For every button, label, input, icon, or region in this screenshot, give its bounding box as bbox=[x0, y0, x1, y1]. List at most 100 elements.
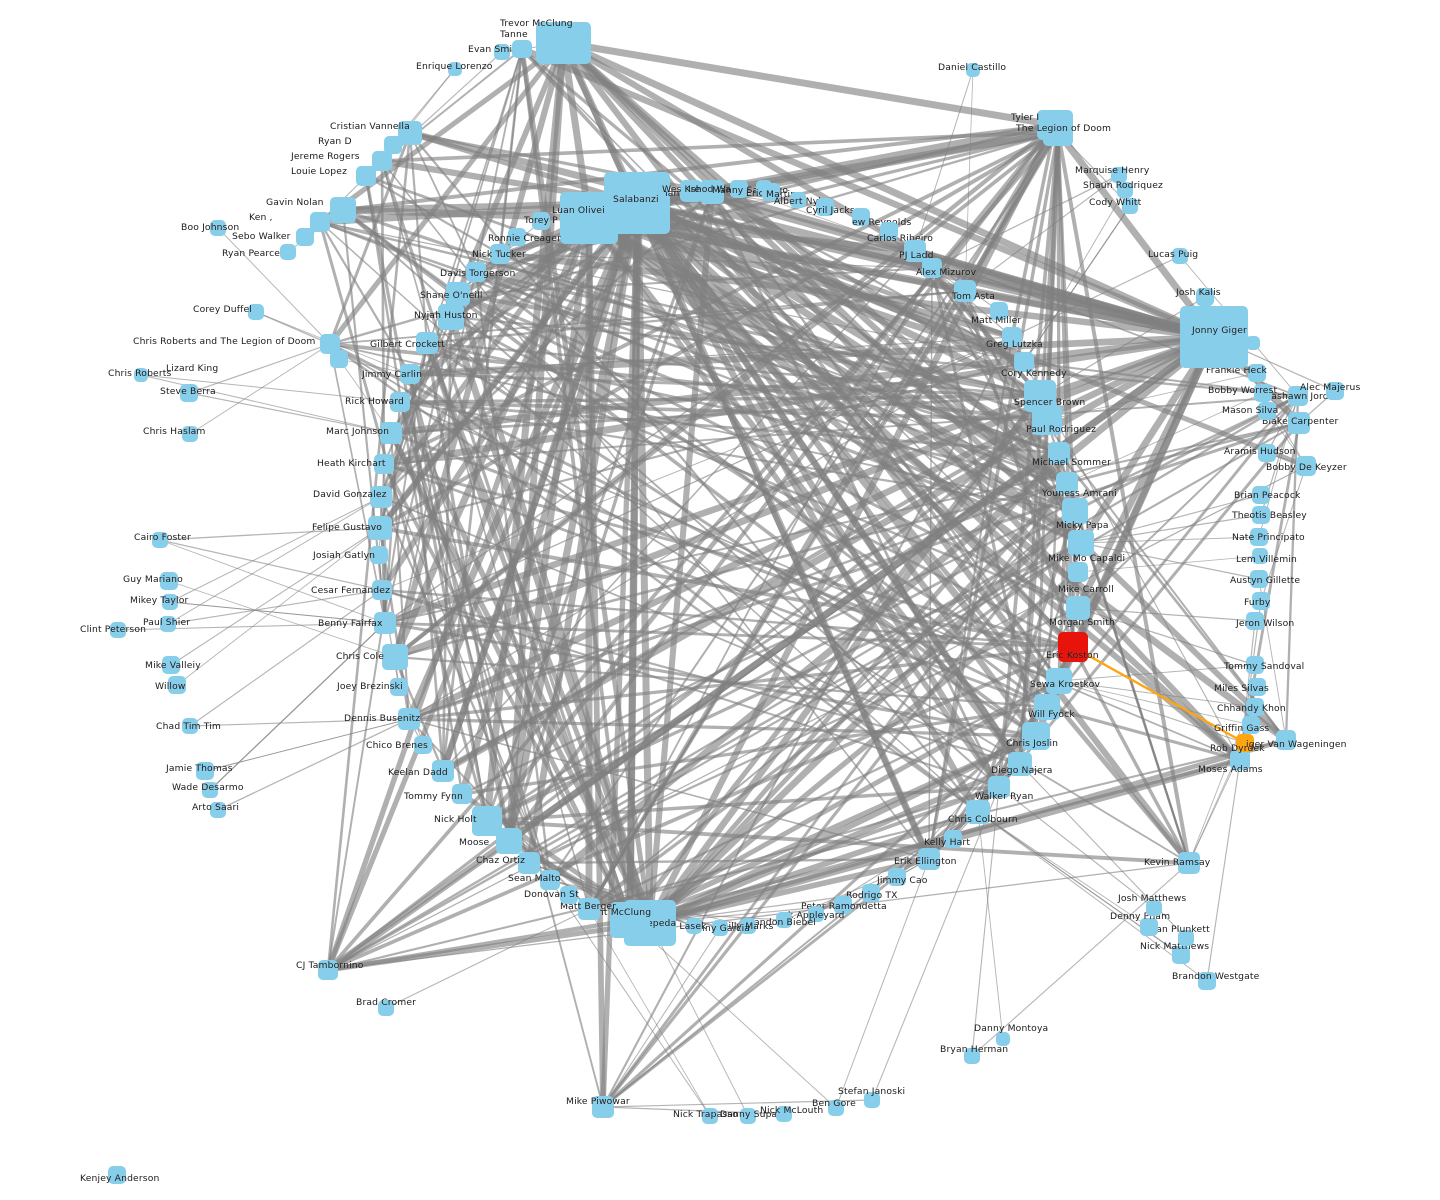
graph-node[interactable] bbox=[1254, 384, 1272, 402]
graph-node[interactable] bbox=[512, 40, 532, 58]
graph-node[interactable] bbox=[1246, 698, 1264, 716]
graph-node[interactable] bbox=[700, 180, 724, 204]
graph-node[interactable] bbox=[680, 180, 702, 202]
graph-node[interactable] bbox=[134, 368, 148, 382]
graph-node[interactable] bbox=[508, 228, 526, 246]
graph-node[interactable] bbox=[1242, 716, 1260, 734]
graph-node[interactable] bbox=[1198, 972, 1216, 990]
graph-node[interactable] bbox=[1250, 528, 1268, 546]
graph-node[interactable] bbox=[1032, 405, 1062, 435]
graph-node[interactable] bbox=[828, 1100, 844, 1116]
graph-node[interactable] bbox=[1248, 678, 1266, 696]
graph-node[interactable] bbox=[1276, 730, 1296, 750]
graph-node[interactable] bbox=[1140, 918, 1158, 936]
graph-node[interactable] bbox=[1043, 118, 1073, 146]
graph-node[interactable] bbox=[382, 644, 408, 670]
graph-node[interactable] bbox=[1058, 632, 1088, 662]
graph-node[interactable] bbox=[1048, 442, 1070, 464]
graph-node[interactable] bbox=[1288, 412, 1310, 434]
graph-node[interactable] bbox=[966, 800, 990, 824]
graph-node[interactable] bbox=[414, 736, 432, 754]
graph-node[interactable] bbox=[1014, 352, 1034, 372]
graph-node[interactable] bbox=[560, 886, 578, 904]
graph-node[interactable] bbox=[864, 1092, 880, 1108]
graph-node[interactable] bbox=[1246, 656, 1264, 674]
graph-node[interactable] bbox=[380, 422, 402, 444]
graph-node[interactable] bbox=[472, 806, 502, 836]
graph-node[interactable] bbox=[1246, 612, 1264, 630]
graph-node[interactable] bbox=[536, 22, 591, 64]
graph-node[interactable] bbox=[1111, 167, 1127, 183]
graph-node[interactable] bbox=[808, 906, 824, 922]
graph-node[interactable] bbox=[1252, 592, 1270, 610]
graph-node[interactable] bbox=[180, 384, 198, 402]
graph-node[interactable] bbox=[918, 848, 940, 870]
graph-node[interactable] bbox=[398, 121, 422, 145]
graph-node[interactable] bbox=[762, 183, 780, 201]
graph-node[interactable] bbox=[532, 212, 550, 230]
graph-node[interactable] bbox=[1008, 752, 1032, 776]
graph-node[interactable] bbox=[592, 1096, 614, 1118]
graph-node[interactable] bbox=[834, 896, 852, 914]
graph-node[interactable] bbox=[390, 392, 410, 412]
graph-node[interactable] bbox=[490, 244, 510, 264]
graph-node[interactable] bbox=[1236, 734, 1254, 752]
graph-node[interactable] bbox=[280, 244, 296, 260]
graph-node[interactable] bbox=[1288, 386, 1308, 406]
graph-node[interactable] bbox=[372, 580, 392, 600]
graph-node[interactable] bbox=[1230, 750, 1250, 770]
graph-node[interactable] bbox=[202, 782, 218, 798]
graph-node[interactable] bbox=[1178, 930, 1194, 946]
graph-node[interactable] bbox=[964, 1048, 980, 1064]
graph-node[interactable] bbox=[1022, 722, 1050, 750]
graph-node[interactable] bbox=[378, 1000, 394, 1016]
graph-node[interactable] bbox=[1296, 456, 1316, 476]
graph-node[interactable] bbox=[494, 44, 510, 60]
graph-node[interactable] bbox=[1250, 570, 1268, 588]
graph-node[interactable] bbox=[400, 364, 420, 384]
graph-node[interactable] bbox=[862, 884, 880, 902]
graph-node[interactable] bbox=[466, 262, 486, 282]
graph-node[interactable] bbox=[196, 762, 214, 780]
graph-node[interactable] bbox=[1046, 668, 1072, 694]
graph-node[interactable] bbox=[790, 192, 806, 208]
graph-node[interactable] bbox=[210, 802, 226, 818]
graph-node[interactable] bbox=[1196, 288, 1214, 306]
graph-node[interactable] bbox=[390, 678, 408, 696]
graph-node[interactable] bbox=[384, 136, 402, 154]
graph-node[interactable] bbox=[110, 622, 126, 638]
graph-node[interactable] bbox=[776, 912, 792, 928]
graph-node[interactable] bbox=[888, 868, 906, 886]
graph-node[interactable] bbox=[1252, 548, 1268, 564]
graph-node[interactable] bbox=[540, 870, 560, 890]
graph-node[interactable] bbox=[988, 776, 1010, 798]
graph-node[interactable] bbox=[740, 1108, 756, 1124]
graph-node[interactable] bbox=[612, 180, 664, 228]
graph-node[interactable] bbox=[162, 594, 178, 610]
graph-node[interactable] bbox=[296, 228, 314, 246]
graph-node[interactable] bbox=[446, 282, 470, 306]
graph-node[interactable] bbox=[182, 426, 198, 442]
graph-node[interactable] bbox=[168, 676, 186, 694]
graph-node[interactable] bbox=[1068, 562, 1088, 582]
graph-node[interactable] bbox=[398, 708, 420, 730]
graph-node[interactable] bbox=[610, 902, 650, 938]
graph-node[interactable] bbox=[368, 516, 392, 540]
graph-node[interactable] bbox=[966, 63, 980, 77]
graph-node[interactable] bbox=[702, 1108, 718, 1124]
graph-node[interactable] bbox=[182, 718, 198, 734]
graph-node[interactable] bbox=[1122, 198, 1138, 214]
graph-node[interactable] bbox=[438, 304, 464, 330]
graph-node[interactable] bbox=[356, 166, 376, 186]
graph-node[interactable] bbox=[686, 918, 702, 934]
graph-node[interactable] bbox=[1252, 506, 1270, 524]
graph-node[interactable] bbox=[996, 1032, 1010, 1046]
graph-node[interactable] bbox=[432, 760, 454, 782]
graph-node[interactable] bbox=[816, 198, 834, 216]
graph-node[interactable] bbox=[1172, 248, 1188, 264]
graph-node[interactable] bbox=[1056, 472, 1078, 494]
graph-node[interactable] bbox=[416, 332, 438, 354]
graph-node[interactable] bbox=[852, 208, 870, 226]
graph-node[interactable] bbox=[1248, 364, 1266, 382]
